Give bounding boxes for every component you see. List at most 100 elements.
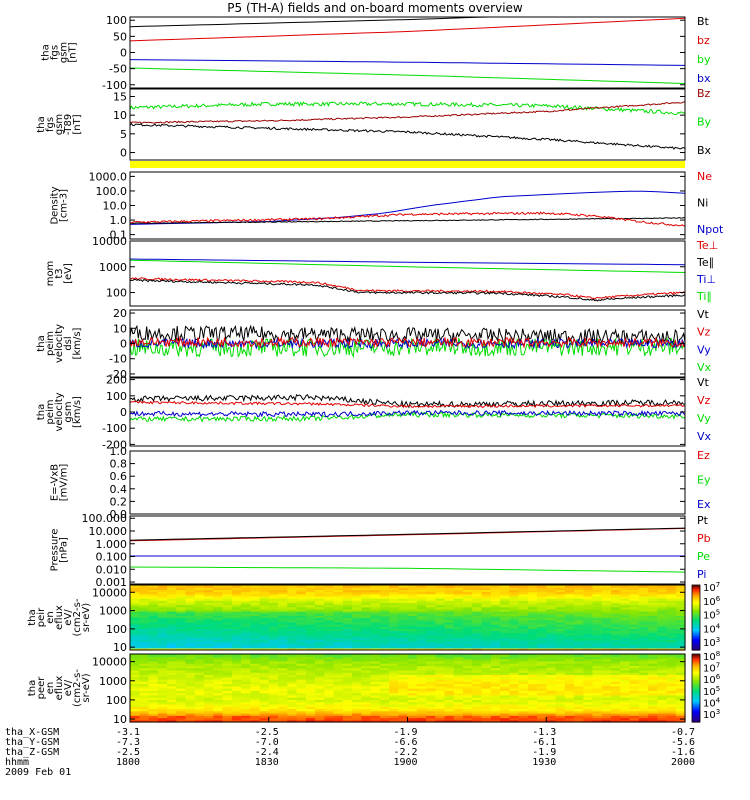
heatmap-cell [139,647,150,651]
heatmap-cell [611,637,621,640]
heatmap-cell [139,604,150,608]
heatmap-cell [481,598,492,601]
heatmap-cell [472,690,483,694]
heatmap-cell [509,606,520,610]
heatmap-cell [463,645,473,649]
heatmap-cell [389,688,399,691]
heatmap-cell [435,692,446,696]
heatmap-cell [426,643,436,647]
heatmap-cell [315,710,325,714]
heatmap-cell [213,674,224,678]
heatmap-cell [601,589,612,593]
heatmap-cell [130,688,140,691]
heatmap-cell [130,656,140,660]
heatmap-cell [527,706,538,709]
heatmap-cell [222,626,233,629]
heatmap-cell [194,621,205,625]
heatmap-cell [638,600,649,603]
heatmap-cell [555,600,566,603]
heatmap-cell [296,708,307,712]
heatmap-cell [167,674,177,678]
heatmap-cell [620,643,631,647]
heatmap-cell [527,615,538,619]
heatmap-cell [509,628,520,632]
heatmap-cell [481,645,492,649]
heatmap-cell [398,587,409,590]
heatmap-cell [176,665,187,669]
heatmap-cell [194,630,205,634]
heatmap-cell [546,719,557,723]
heatmap-cell [675,672,686,675]
heatmap-cell [453,634,464,638]
heatmap-cell [305,706,316,709]
heatmap-cell [500,667,510,671]
heatmap-cell [287,701,298,705]
heatmap-cell [583,658,594,662]
heatmap-cell [213,617,224,621]
heatmap-cell [629,639,640,642]
heatmap-cell [333,624,344,627]
heatmap-cell [167,688,177,691]
heatmap-cell [407,619,418,623]
heatmap-cell [500,637,510,640]
heatmap-cell [167,660,177,664]
heatmap-cell [148,690,159,694]
heatmap-cell [305,611,316,614]
heatmap-cell [407,669,418,673]
heatmap-cell [185,626,196,629]
heatmap-cell [426,587,436,590]
heatmap-cell [278,706,288,709]
heatmap-cell [370,632,381,636]
heatmap-cell [675,669,686,673]
heatmap-cell [176,663,187,666]
heatmap-cell [352,639,362,642]
heatmap-cell [194,665,205,669]
heatmap-cell [546,591,557,595]
heatmap-cell [204,690,214,694]
heatmap-cell [564,690,575,694]
heatmap-cell [278,624,288,627]
heatmap-cell [204,694,214,698]
heatmap-cell [278,585,288,588]
heatmap-cell [342,674,353,678]
heatmap-cell [657,663,668,666]
heatmap-cell [370,585,381,588]
heatmap-cell [472,626,483,629]
heatmap-cell [416,688,427,691]
heatmap-cell [241,654,251,657]
heatmap-cell [167,683,177,687]
heatmap-cell [333,604,344,608]
heatmap-cell [185,589,196,593]
heatmap-cell [250,663,261,666]
heatmap-cell [278,669,288,673]
heatmap-cell [176,701,187,705]
heatmap-cell [481,613,492,616]
heatmap-cell [268,665,279,669]
heatmap-cell [444,688,455,691]
heatmap-cell [315,688,325,691]
heatmap-cell [352,715,362,719]
heatmap-cell [657,611,668,614]
heatmap-cell [509,613,520,616]
heatmap-cell [490,681,501,685]
heatmap-cell [638,591,649,595]
heatmap-cell [435,719,446,723]
heatmap-cell [342,715,353,719]
heatmap-cell [426,678,436,682]
heatmap-cell [611,632,621,636]
heatmap-cell [204,699,214,703]
heatmap-cell [518,643,529,647]
heatmap-cell [675,589,686,593]
heatmap-cell [435,674,446,678]
heatmap-cell [490,624,501,627]
heatmap-cell [287,647,298,651]
heatmap-cell [333,598,344,601]
heatmap-cell [500,613,510,616]
heatmap-cell [398,611,409,614]
heatmap-cell [139,628,150,632]
heatmap-cell [287,697,298,700]
heatmap-cell [481,600,492,603]
heatmap-cell [546,654,557,657]
heatmap-cell [416,585,427,588]
heatmap-cell [444,665,455,669]
